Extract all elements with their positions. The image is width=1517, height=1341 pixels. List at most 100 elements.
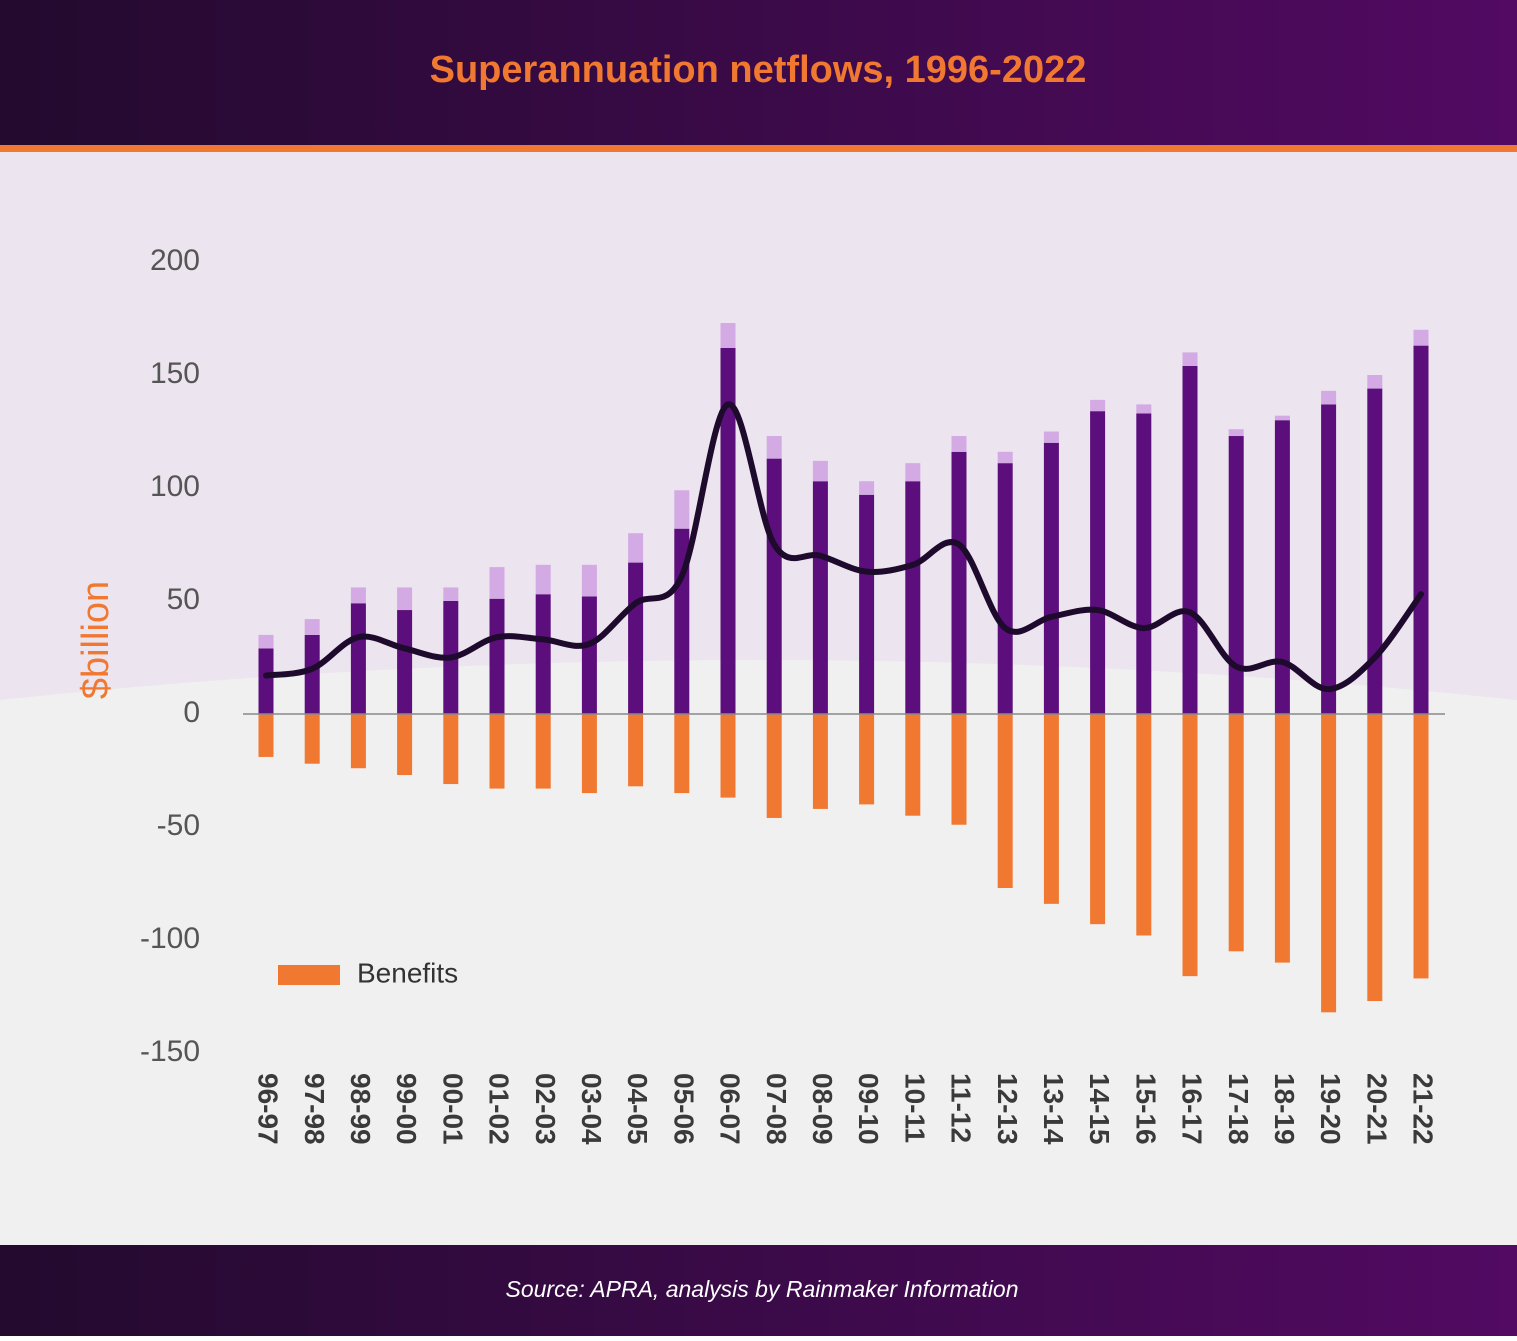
bar [397, 714, 413, 776]
bar [304, 634, 320, 714]
bar [1367, 388, 1383, 714]
bar [581, 564, 597, 597]
bar [1413, 345, 1429, 714]
y-tick-label: 50 [167, 583, 200, 616]
bar [720, 347, 736, 714]
bar [997, 714, 1013, 889]
x-tick-label: 15-16 [1130, 1073, 1161, 1145]
chart-title: Superannuation netflows, 1996-2022 [430, 49, 1087, 91]
bar [859, 494, 875, 714]
bar [443, 714, 459, 785]
y-tick-label: -150 [140, 1035, 200, 1068]
bar [535, 594, 551, 714]
bar [1413, 714, 1429, 979]
x-tick-label: 21-22 [1408, 1073, 1439, 1145]
bar [1413, 329, 1429, 346]
x-tick-label: 14-15 [1084, 1073, 1115, 1145]
bar [905, 463, 921, 482]
bar [350, 714, 366, 769]
bar [258, 714, 274, 757]
bar [674, 714, 690, 794]
y-tick-label: 150 [150, 357, 200, 390]
bar [1090, 411, 1106, 714]
bar [766, 436, 782, 459]
x-tick-label: 13-14 [1038, 1073, 1069, 1145]
header-rule [0, 145, 1517, 152]
bar [1182, 365, 1198, 714]
bar [1228, 714, 1244, 952]
bar [1367, 375, 1383, 389]
bar [304, 714, 320, 764]
bar [350, 587, 366, 604]
x-tick-label: 19-20 [1315, 1073, 1346, 1145]
bar [489, 567, 505, 599]
x-tick-label: 97-98 [299, 1073, 330, 1145]
bar [628, 533, 644, 563]
y-tick-label: 100 [150, 470, 200, 503]
bar [489, 598, 505, 714]
bar [397, 610, 413, 714]
bar [350, 603, 366, 714]
bar [581, 596, 597, 714]
bar [397, 587, 413, 611]
x-tick-label: 16-17 [1177, 1073, 1208, 1145]
x-tick-label: 02-03 [530, 1073, 561, 1145]
x-tick-label: 00-01 [437, 1073, 468, 1145]
bar [812, 714, 828, 809]
bar [258, 634, 274, 649]
bar [628, 562, 644, 714]
bar [1090, 399, 1106, 412]
bar [859, 714, 875, 805]
line [263, 401, 1424, 693]
bar [951, 451, 967, 714]
header [0, 0, 1517, 145]
bar [535, 714, 551, 789]
bar [859, 481, 875, 495]
source-note: Source: APRA, analysis by Rainmaker Info… [505, 1276, 1018, 1302]
bar [905, 481, 921, 714]
x-tick-label: 18-19 [1269, 1073, 1300, 1145]
bar [1228, 436, 1244, 714]
bar [1136, 714, 1152, 936]
x-tick-label: 07-08 [761, 1073, 792, 1145]
bar [1043, 714, 1059, 904]
bar [997, 451, 1013, 464]
bar [1321, 714, 1337, 1013]
x-tick-label: 06-07 [715, 1073, 746, 1145]
bar [1228, 429, 1244, 437]
bar [1321, 404, 1337, 714]
x-tick-label: 05-06 [668, 1073, 699, 1145]
bar [1367, 714, 1383, 1002]
x-tick-label: 20-21 [1361, 1073, 1392, 1145]
y-axis-label: $billion [75, 581, 117, 699]
bar [304, 619, 320, 635]
y-tick-label: 200 [150, 244, 200, 277]
bar [951, 714, 967, 825]
bar [628, 714, 644, 787]
bar [674, 490, 690, 529]
y-tick-label: -100 [140, 922, 200, 955]
bar [1090, 714, 1106, 925]
x-tick-label: 99-00 [391, 1073, 422, 1145]
bar [812, 460, 828, 482]
bar [1136, 404, 1152, 414]
bar [720, 323, 736, 348]
x-tick-label: 08-09 [807, 1073, 838, 1145]
y-tick-label: 0 [183, 696, 200, 729]
bar [1182, 714, 1198, 977]
x-tick-label: 04-05 [622, 1073, 653, 1145]
bar [1182, 352, 1198, 366]
bar [905, 714, 921, 816]
bar [258, 648, 274, 714]
bar [1321, 390, 1337, 405]
x-tick-label: 09-10 [853, 1073, 884, 1145]
x-tick-label: 11-12 [946, 1073, 977, 1143]
bar [581, 714, 597, 794]
bar [1274, 415, 1290, 421]
bar [1043, 442, 1059, 714]
bar [812, 481, 828, 714]
bar [1043, 431, 1059, 443]
x-tick-label: 01-02 [484, 1073, 515, 1145]
bar [1274, 714, 1290, 963]
